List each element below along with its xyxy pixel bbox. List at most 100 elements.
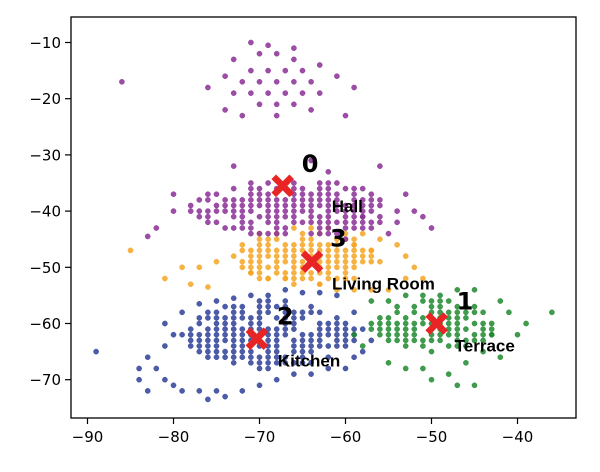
- cluster-0-point: [394, 219, 400, 226]
- cluster-0-point: [230, 163, 237, 169]
- cluster-2-point: [222, 354, 228, 361]
- cluster-0-point: [265, 90, 271, 96]
- cluster-3-point: [291, 264, 297, 271]
- cluster-3-point: [299, 258, 306, 265]
- cluster-0-point: [256, 197, 263, 203]
- cluster-0-point: [291, 219, 297, 226]
- cluster-3-point: [342, 253, 349, 259]
- cluster-1-point: [420, 292, 426, 299]
- cluster-2-point: [230, 359, 237, 366]
- cluster-0-point: [273, 208, 280, 214]
- cluster-1-number: 1: [457, 288, 474, 316]
- cluster-2-room-label: Kitchen: [278, 352, 340, 371]
- cluster-1-point: [437, 292, 443, 299]
- cluster-1-point: [411, 337, 418, 344]
- cluster-1-point: [394, 331, 400, 338]
- cluster-2-point: [230, 354, 237, 361]
- cluster-0-point: [248, 191, 254, 197]
- cluster-3-point: [273, 247, 280, 254]
- cluster-0-point: [325, 230, 332, 237]
- cluster-2-point: [291, 359, 297, 366]
- cluster-0-point: [230, 90, 237, 96]
- cluster-0-point: [239, 213, 246, 220]
- cluster-2-point: [196, 348, 203, 355]
- cluster-2-point: [316, 337, 323, 344]
- axes-layer: −90 −80 −70 −60 −50 −40 −10 −20 −30 −40 −50 −60 −70: [29, 34, 533, 446]
- cluster-0-point: [291, 56, 297, 63]
- cluster-3-point: [377, 236, 383, 242]
- cluster-2-point: [256, 303, 263, 310]
- cluster-0-point: [316, 225, 323, 231]
- cluster-1-point: [463, 326, 469, 332]
- cluster-2-point: [273, 343, 280, 349]
- cluster-0-point: [248, 230, 254, 237]
- cluster-2-point: [196, 337, 203, 344]
- cluster-2-point: [213, 309, 220, 316]
- cluster-2-point: [256, 365, 263, 372]
- cluster-0-point: [282, 230, 289, 237]
- cluster-3-point: [325, 258, 332, 265]
- cluster-2-point: [299, 289, 306, 296]
- cluster-1-point: [471, 320, 478, 327]
- cluster-0-point: [273, 230, 280, 237]
- cluster-2-point: [334, 326, 340, 332]
- cluster-1-point: [351, 331, 357, 338]
- cluster-2-point: [196, 320, 203, 327]
- cluster-2-point: [299, 331, 306, 338]
- cluster-1-point: [549, 309, 555, 316]
- cluster-3-point: [248, 258, 254, 265]
- cluster-3-point: [256, 236, 263, 242]
- y-tick-label: −20: [29, 90, 61, 108]
- y-tick-label: −10: [29, 34, 61, 52]
- x-tick-label: −70: [244, 428, 276, 446]
- cluster-3-point: [265, 241, 271, 248]
- cluster-2-point: [273, 376, 280, 383]
- cluster-2-point: [342, 326, 349, 332]
- cluster-0-number: 0: [302, 150, 319, 178]
- cluster-3-point: [282, 253, 289, 259]
- cluster-2-point: [282, 326, 289, 332]
- cluster-1-point: [402, 315, 409, 321]
- cluster-0-point: [291, 101, 297, 108]
- cluster-1-point: [411, 331, 418, 338]
- cluster-0-point: [222, 107, 228, 113]
- cluster-2-point: [282, 309, 289, 316]
- cluster-0-point: [282, 197, 289, 203]
- cluster-0-point: [299, 219, 306, 226]
- cluster-3-point: [351, 258, 357, 265]
- cluster-2-point: [196, 331, 203, 338]
- cluster-0-point: [291, 79, 297, 85]
- cluster-2-point: [256, 315, 263, 321]
- cluster-2-point: [359, 348, 366, 355]
- cluster-2-point: [222, 331, 228, 338]
- cluster-0-point: [248, 180, 254, 186]
- cluster-0-point: [351, 225, 357, 231]
- cluster-2-point: [265, 359, 271, 366]
- cluster-3-point: [308, 236, 314, 242]
- cluster-1-point: [463, 359, 469, 366]
- cluster-0-point: [205, 191, 211, 197]
- cluster-0-point: [248, 39, 254, 46]
- cluster-3-point: [411, 264, 418, 271]
- cluster-2-point: [299, 315, 306, 321]
- cluster-1-point: [463, 315, 469, 321]
- cluster-1-point: [463, 303, 469, 310]
- cluster-1-point: [523, 320, 529, 327]
- cluster-0-point: [273, 197, 280, 203]
- cluster-3-point: [368, 247, 375, 254]
- cluster-0-point: [239, 225, 246, 231]
- cluster-3-point: [265, 247, 271, 254]
- cluster-2-point: [256, 359, 263, 366]
- cluster-0-point: [342, 213, 349, 220]
- cluster-3-point: [299, 241, 306, 248]
- cluster-2-point: [187, 343, 194, 349]
- cluster-0-point: [316, 185, 323, 192]
- cluster-0-point: [153, 225, 160, 231]
- cluster-1-point: [420, 365, 426, 372]
- cluster-0-point: [265, 67, 271, 74]
- cluster-0-point: [256, 185, 263, 192]
- cluster-0-point: [265, 219, 271, 226]
- cluster-3-point: [256, 258, 263, 265]
- cluster-0-point: [342, 185, 349, 192]
